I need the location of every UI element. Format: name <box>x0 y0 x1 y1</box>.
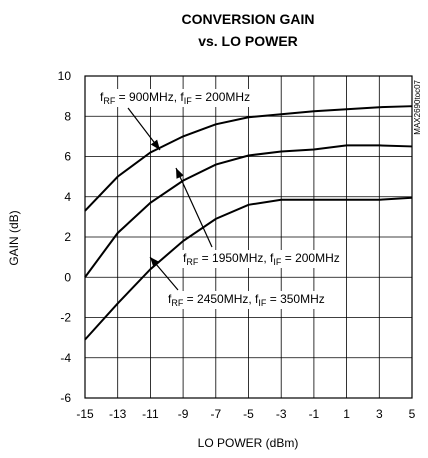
annotation-text: f <box>183 251 187 265</box>
y-tick-label: -2 <box>60 311 71 325</box>
annotation-text: f <box>168 292 172 306</box>
x-tick-label: -11 <box>142 407 159 421</box>
data-line <box>84 144 413 278</box>
x-tick-label: -7 <box>210 407 221 421</box>
y-tick-label: -6 <box>60 391 71 405</box>
y-tick-label: -4 <box>60 351 71 365</box>
annotation-subscript: RF <box>171 298 183 308</box>
y-tick-label: 4 <box>64 190 71 204</box>
y-tick-label: 6 <box>64 150 71 164</box>
x-tick-label: -9 <box>178 407 189 421</box>
y-tick-label: 8 <box>64 109 71 123</box>
annotation-text: = 350MHz <box>266 292 324 306</box>
annotation-text: = 200MHz <box>281 251 339 265</box>
annotation-subscript: RF <box>186 257 198 267</box>
x-tick-label: 3 <box>376 407 383 421</box>
annotation-text: f <box>100 90 104 104</box>
x-tick-label: -3 <box>276 407 287 421</box>
annotation-bg <box>180 250 343 268</box>
y-tick-label: 0 <box>64 270 71 284</box>
annotation-bg <box>165 291 328 309</box>
x-tick-label: 5 <box>409 407 416 421</box>
annotation-text: = 200MHz <box>192 90 250 104</box>
annotation-bg <box>97 89 254 107</box>
plot-frame <box>84 75 413 399</box>
annotation-text: = 2450MHz, f <box>183 292 259 306</box>
data-line <box>84 105 413 212</box>
arrow-head <box>150 257 160 268</box>
y-axis-label: GAIN (dB) <box>7 210 21 265</box>
data-line <box>84 196 413 341</box>
annotation-subscript: IF <box>184 96 193 106</box>
x-tick-label: -1 <box>309 407 320 421</box>
chart-title: CONVERSION GAIN <box>181 11 314 27</box>
x-tick-label: -13 <box>109 407 127 421</box>
x-tick-label: -5 <box>243 407 254 421</box>
side-note: MAX2690toc07 <box>413 79 422 134</box>
annotation-arrow <box>175 167 213 248</box>
x-tick-label: -15 <box>76 407 94 421</box>
annotation-subscript: RF <box>103 96 115 106</box>
annotation-subscript: IF <box>273 257 282 267</box>
arrow-head <box>150 139 160 150</box>
arrow-head <box>176 168 184 179</box>
x-axis-label: LO POWER (dBm) <box>198 436 299 450</box>
y-tick-label: 10 <box>58 69 72 83</box>
annotation-text: = 1950MHz, f <box>198 251 274 265</box>
x-tick-label: 1 <box>343 407 350 421</box>
chart-title: vs. LO POWER <box>198 33 298 49</box>
annotation-subscript: IF <box>258 298 267 308</box>
annotation: fRF = 2450MHz, fIF = 350MHz <box>168 292 325 308</box>
annotation-text: = 900MHz, f <box>115 90 184 104</box>
y-tick-label: 2 <box>64 230 71 244</box>
annotation: fRF = 900MHz, fIF = 200MHz <box>100 90 250 106</box>
annotation: fRF = 1950MHz, fIF = 200MHz <box>183 251 340 267</box>
